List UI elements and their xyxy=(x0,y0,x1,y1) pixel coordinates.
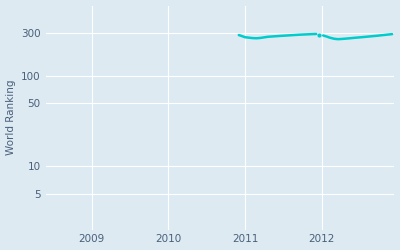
Y-axis label: World Ranking: World Ranking xyxy=(6,80,16,155)
